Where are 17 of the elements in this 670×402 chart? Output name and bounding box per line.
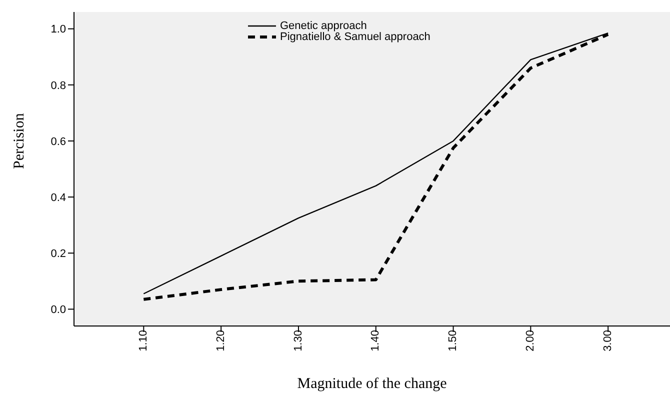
x-tick-label: 1.10: [137, 330, 150, 352]
x-tick-label: 1.30: [292, 330, 304, 352]
legend-label: Genetic approach: [280, 20, 367, 32]
x-tick-label: 1.50: [447, 330, 460, 352]
x-axis-title: Magnitude of the change: [297, 376, 448, 392]
y-axis-title: Percision: [11, 112, 28, 169]
x-tick-label: 2.00: [524, 330, 536, 352]
y-tick-label: 0.6: [50, 136, 66, 148]
x-tick-label: 1.20: [214, 330, 227, 352]
y-tick-label: 1.0: [50, 24, 66, 36]
y-tick-label: 0.0: [50, 304, 66, 316]
y-tick-label: 0.8: [50, 80, 66, 92]
x-tick-label: 1.40: [370, 330, 382, 352]
y-tick-label: 0.4: [50, 192, 66, 204]
x-tick-label: 3.00: [602, 330, 614, 352]
legend-label: Pignatiello & Samuel approach: [280, 30, 430, 42]
y-tick-label: 0.2: [50, 248, 66, 260]
